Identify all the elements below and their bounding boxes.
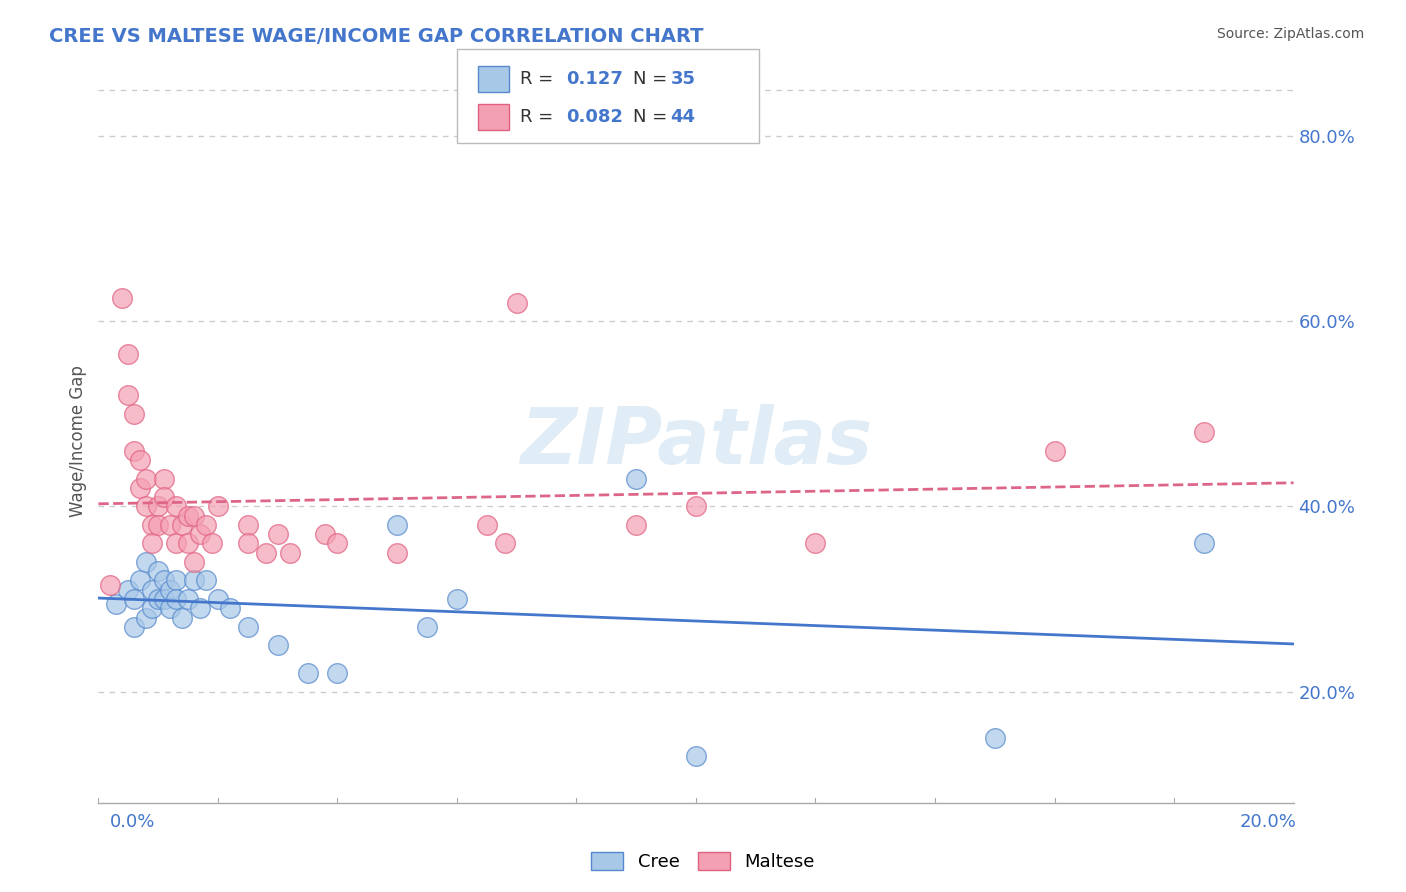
Point xyxy=(153,574,176,588)
Point xyxy=(159,517,181,532)
Point xyxy=(135,472,157,486)
Point xyxy=(385,546,409,560)
Point xyxy=(626,472,648,486)
Point xyxy=(685,749,707,764)
Point xyxy=(254,546,277,560)
Point xyxy=(98,578,122,592)
Point xyxy=(183,555,205,569)
Point xyxy=(135,555,157,569)
Point xyxy=(177,592,200,607)
Point xyxy=(236,536,259,550)
Point xyxy=(326,666,349,681)
Point xyxy=(141,601,163,615)
Point xyxy=(207,500,229,514)
Text: 0.082: 0.082 xyxy=(567,108,624,126)
Text: N =: N = xyxy=(633,108,672,126)
Point xyxy=(165,500,187,514)
Point xyxy=(685,500,707,514)
Y-axis label: Wage/Income Gap: Wage/Income Gap xyxy=(69,366,87,517)
Point xyxy=(124,407,146,421)
Point xyxy=(135,610,157,624)
Point xyxy=(153,472,176,486)
Point xyxy=(177,536,200,550)
Point xyxy=(148,517,170,532)
Text: N =: N = xyxy=(633,70,672,88)
Text: 20.0%: 20.0% xyxy=(1240,814,1296,831)
Point xyxy=(183,508,205,523)
Point xyxy=(105,597,128,611)
Point xyxy=(236,517,259,532)
Point xyxy=(446,592,468,607)
Point xyxy=(124,620,146,634)
Point xyxy=(129,574,152,588)
Point xyxy=(153,592,176,607)
Point xyxy=(141,517,163,532)
Point xyxy=(219,601,242,615)
Point xyxy=(165,592,187,607)
Point xyxy=(172,610,194,624)
Point xyxy=(1043,443,1066,458)
Legend: Cree, Maltese: Cree, Maltese xyxy=(583,845,823,879)
Point xyxy=(475,517,498,532)
Point xyxy=(188,527,211,541)
Point xyxy=(111,291,134,305)
Text: 0.127: 0.127 xyxy=(567,70,623,88)
Point xyxy=(177,508,200,523)
Point xyxy=(1192,536,1215,550)
Point xyxy=(117,388,139,402)
Point xyxy=(267,638,290,652)
Text: R =: R = xyxy=(520,108,560,126)
Point xyxy=(165,574,187,588)
Point xyxy=(148,564,170,578)
Point xyxy=(141,582,163,597)
Point xyxy=(141,536,163,550)
Text: ZIPatlas: ZIPatlas xyxy=(520,403,872,480)
Point xyxy=(117,346,139,360)
Text: Source: ZipAtlas.com: Source: ZipAtlas.com xyxy=(1216,27,1364,41)
Point xyxy=(297,666,319,681)
Point xyxy=(315,527,337,541)
Point xyxy=(129,453,152,467)
Point xyxy=(153,490,176,504)
Text: 0.0%: 0.0% xyxy=(110,814,155,831)
Point xyxy=(207,592,229,607)
Point xyxy=(804,536,827,550)
Point xyxy=(278,546,301,560)
Point xyxy=(506,295,529,310)
Point xyxy=(195,517,218,532)
Point xyxy=(148,592,170,607)
Point xyxy=(165,536,187,550)
Point xyxy=(626,517,648,532)
Point xyxy=(148,500,170,514)
Point xyxy=(984,731,1007,745)
Point xyxy=(117,582,139,597)
Point xyxy=(188,601,211,615)
Text: CREE VS MALTESE WAGE/INCOME GAP CORRELATION CHART: CREE VS MALTESE WAGE/INCOME GAP CORRELAT… xyxy=(49,27,704,45)
Point xyxy=(416,620,439,634)
Point xyxy=(159,601,181,615)
Point xyxy=(236,620,259,634)
Text: 35: 35 xyxy=(671,70,696,88)
Point xyxy=(267,527,290,541)
Point xyxy=(1192,425,1215,440)
Point xyxy=(385,517,409,532)
Point xyxy=(159,582,181,597)
Point xyxy=(124,592,146,607)
Point xyxy=(129,481,152,495)
Text: R =: R = xyxy=(520,70,560,88)
Point xyxy=(201,536,224,550)
Point xyxy=(124,443,146,458)
Point xyxy=(183,574,205,588)
Point xyxy=(135,500,157,514)
Point xyxy=(195,574,218,588)
Point xyxy=(172,517,194,532)
Point xyxy=(494,536,516,550)
Point xyxy=(326,536,349,550)
Text: 44: 44 xyxy=(671,108,696,126)
